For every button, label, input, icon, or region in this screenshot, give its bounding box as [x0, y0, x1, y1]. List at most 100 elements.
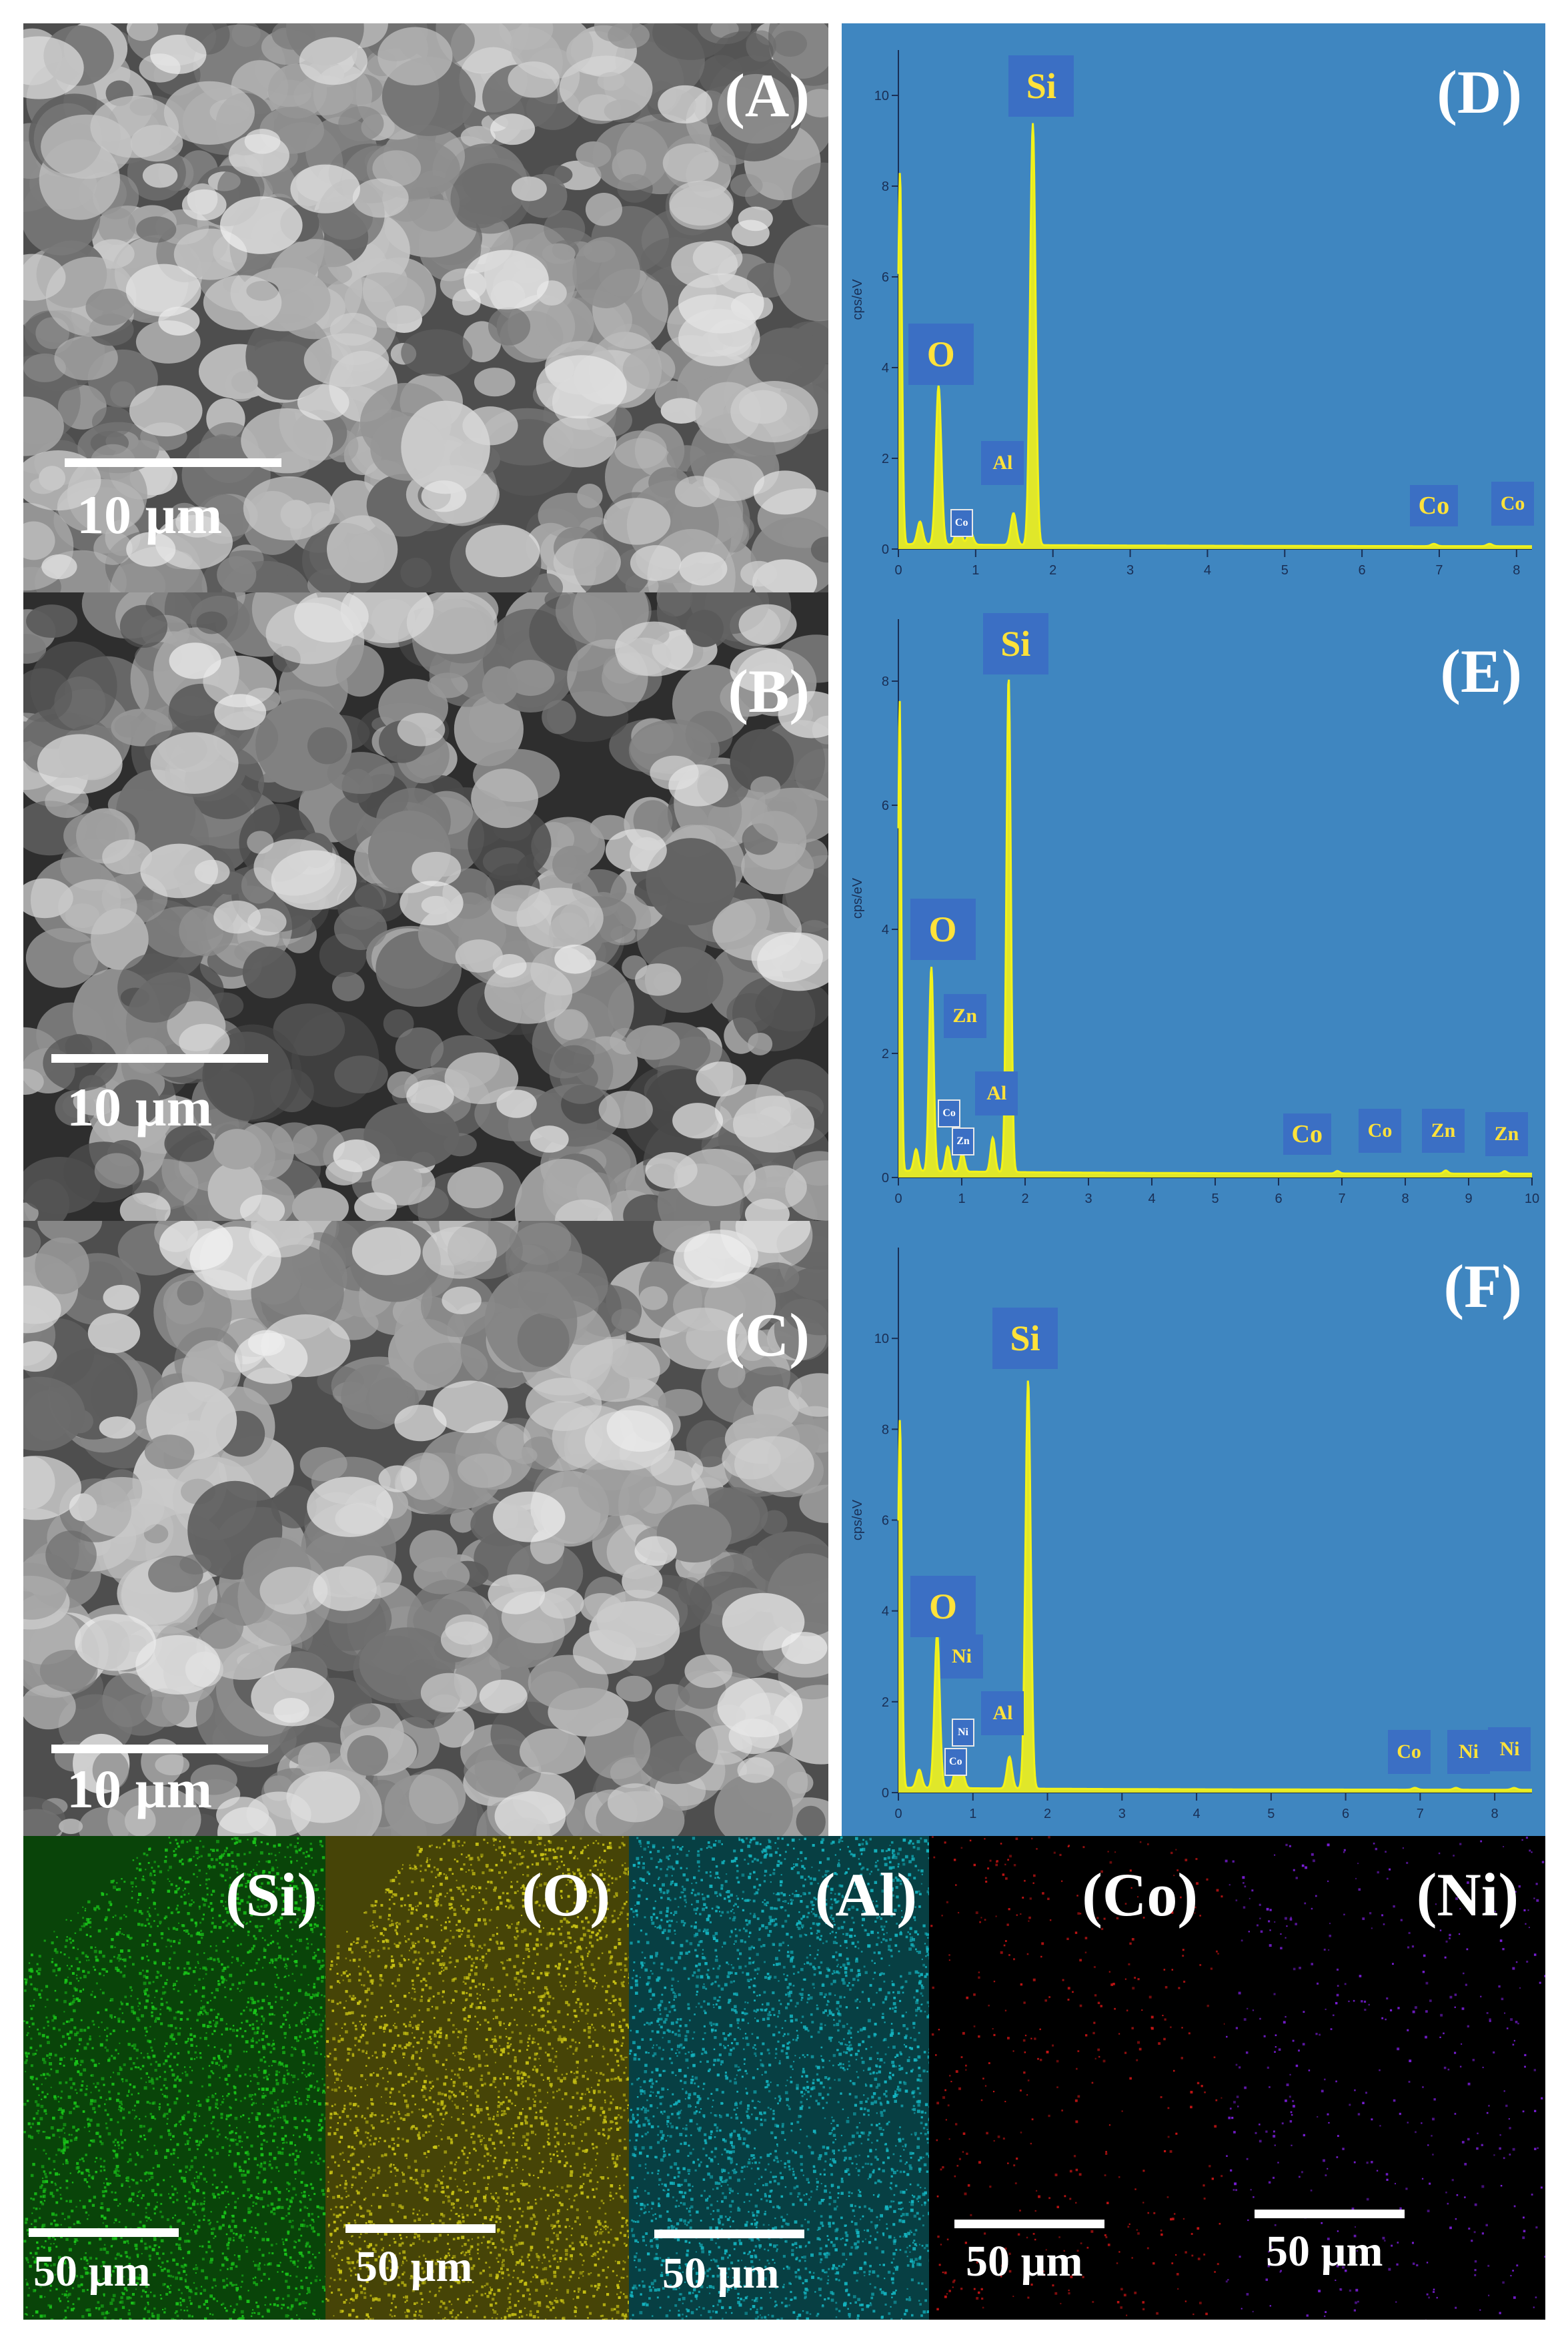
x-tick-label: 0 [894, 1807, 902, 1821]
x-tick-label: 5 [1281, 563, 1289, 578]
x-tick-label: 2 [1021, 1192, 1028, 1206]
x-tick-label: 10 [1525, 1192, 1539, 1206]
map-label-si: (Si) [225, 1861, 317, 1929]
y-tick-label: 6 [882, 270, 889, 285]
x-tick-label: 7 [1338, 1192, 1345, 1206]
x-tick-label: 3 [1118, 1807, 1126, 1821]
panel-label-e: (E) [1440, 637, 1522, 705]
map-co: (Co) 50 µm [929, 1836, 1225, 2320]
map-ni: (Ni) 50 µm [1225, 1836, 1545, 2320]
element-label-al: Al [981, 440, 1024, 485]
x-tick-label: 1 [972, 563, 979, 578]
sem-image-a: (A) 10 µm [23, 23, 828, 592]
y-tick-label: 0 [882, 542, 889, 557]
y-axis-label: cps/eV [850, 279, 865, 320]
map-texture-al [629, 1836, 929, 2320]
panel-label-b: (B) [728, 657, 810, 725]
y-tick-label: 2 [882, 452, 889, 466]
y-tick-label: 6 [882, 1514, 889, 1528]
y-tick-label: 10 [874, 89, 889, 103]
element-label-si: Si [1008, 55, 1074, 117]
panel-label-f: (F) [1443, 1252, 1522, 1320]
y-tick-label: 8 [882, 179, 889, 194]
y-tick-label: 2 [882, 1695, 889, 1710]
y-tick-label: 4 [882, 361, 889, 376]
panel-label-c: (C) [724, 1301, 810, 1369]
map-scale-text-ni: 50 µm [1266, 2227, 1383, 2276]
element-label-ni: Ni [940, 1634, 983, 1679]
sem-texture [23, 23, 828, 592]
spectrum-line [897, 1380, 1532, 1791]
element-label-zn: Zn [943, 994, 986, 1039]
map-texture-co [929, 1836, 1225, 2320]
element-label-o: O [908, 323, 974, 385]
map-scale-bar-si [29, 2228, 179, 2237]
x-tick-label: 3 [1126, 563, 1134, 578]
x-tick-label: 7 [1435, 563, 1443, 578]
x-tick-label: 1 [969, 1807, 976, 1821]
x-tick-label: 5 [1267, 1807, 1275, 1821]
y-axis-label: cps/eV [850, 877, 865, 919]
x-tick-label: 9 [1465, 1192, 1472, 1206]
eds-spectrum-f: 0 2 4 6 8 10 0 1 2 3 4 5 6 7 8 cps/eV (F) Si O Ni Al Ni Co Co… [842, 1221, 1545, 1836]
spectrum-plot-e: 0 2 4 6 8 0 1 2 3 4 5 6 7 8 9 10 cps/eV [850, 619, 1539, 1206]
map-o: (O) 50 µm [325, 1836, 629, 2320]
element-label-co: Co [938, 1099, 961, 1128]
x-tick-label: 8 [1401, 1192, 1409, 1206]
map-texture-si [23, 1836, 325, 2320]
element-label-ni: Ni [1488, 1727, 1531, 1772]
map-label-al: (Al) [814, 1861, 917, 1929]
element-label-zn: Zn [1485, 1111, 1528, 1156]
x-tick-label: 5 [1211, 1192, 1219, 1206]
y-tick-label: 2 [882, 1047, 889, 1061]
element-label-o: O [910, 1575, 976, 1637]
element-label-co: Co [1387, 1729, 1431, 1774]
map-label-ni: (Ni) [1416, 1861, 1519, 1929]
map-al: (Al) 50 µm [629, 1836, 929, 2320]
x-tick-label: 6 [1359, 563, 1366, 578]
element-label-zn: Zn [1422, 1109, 1465, 1153]
element-label-co: Co [1283, 1113, 1331, 1155]
map-scale-bar-co [954, 2220, 1104, 2228]
spectrum-line [897, 123, 1532, 548]
scale-bar-c [51, 1745, 268, 1753]
spectrum-plot-d: 0 2 4 6 8 10 0 1 2 3 4 5 6 7 8 cps/eV [850, 50, 1532, 578]
x-tick-label: 8 [1491, 1807, 1499, 1821]
x-tick-label: 2 [1049, 563, 1056, 578]
map-scale-text-al: 50 µm [662, 2249, 780, 2298]
spectrum-line [897, 679, 1532, 1175]
y-tick-label: 0 [882, 1171, 889, 1186]
element-label-ni: Ni [952, 1719, 974, 1747]
element-label-si: Si [982, 613, 1048, 675]
map-texture-o [325, 1836, 629, 2320]
element-label-o: O [910, 899, 976, 960]
x-tick-label: 4 [1193, 1807, 1200, 1821]
map-scale-bar-al [654, 2230, 804, 2238]
element-label-si: Si [992, 1308, 1058, 1370]
element-label-co: Co [1491, 482, 1535, 526]
map-scale-text-si: 50 µm [33, 2247, 151, 2296]
x-tick-label: 1 [958, 1192, 965, 1206]
element-label-co: Co [1359, 1109, 1401, 1153]
x-tick-label: 6 [1342, 1807, 1349, 1821]
x-tick-label: 3 [1084, 1192, 1092, 1206]
map-label-co: (Co) [1082, 1861, 1198, 1929]
element-label-co: Co [944, 1748, 967, 1777]
y-tick-label: 8 [882, 1422, 889, 1437]
scale-text-b: 10 µm [67, 1077, 213, 1137]
map-scale-bar-ni [1255, 2210, 1405, 2218]
y-tick-label: 6 [882, 799, 889, 813]
y-tick-label: 0 [882, 1786, 889, 1801]
y-tick-label: 10 [874, 1332, 889, 1346]
y-axis-label: cps/eV [850, 1499, 865, 1540]
x-tick-label: 2 [1044, 1807, 1051, 1821]
y-tick-label: 4 [882, 923, 889, 937]
scale-text-a: 10 µm [77, 484, 223, 545]
x-tick-label: 6 [1275, 1192, 1282, 1206]
element-label-zn: Zn [952, 1127, 974, 1156]
x-tick-label: 0 [894, 1192, 902, 1206]
map-scale-text-o: 50 µm [355, 2242, 473, 2291]
sem-image-c: (C) 10 µm [23, 1221, 828, 1836]
x-tick-label: 8 [1513, 563, 1520, 578]
element-label-co: Co [1409, 485, 1458, 527]
